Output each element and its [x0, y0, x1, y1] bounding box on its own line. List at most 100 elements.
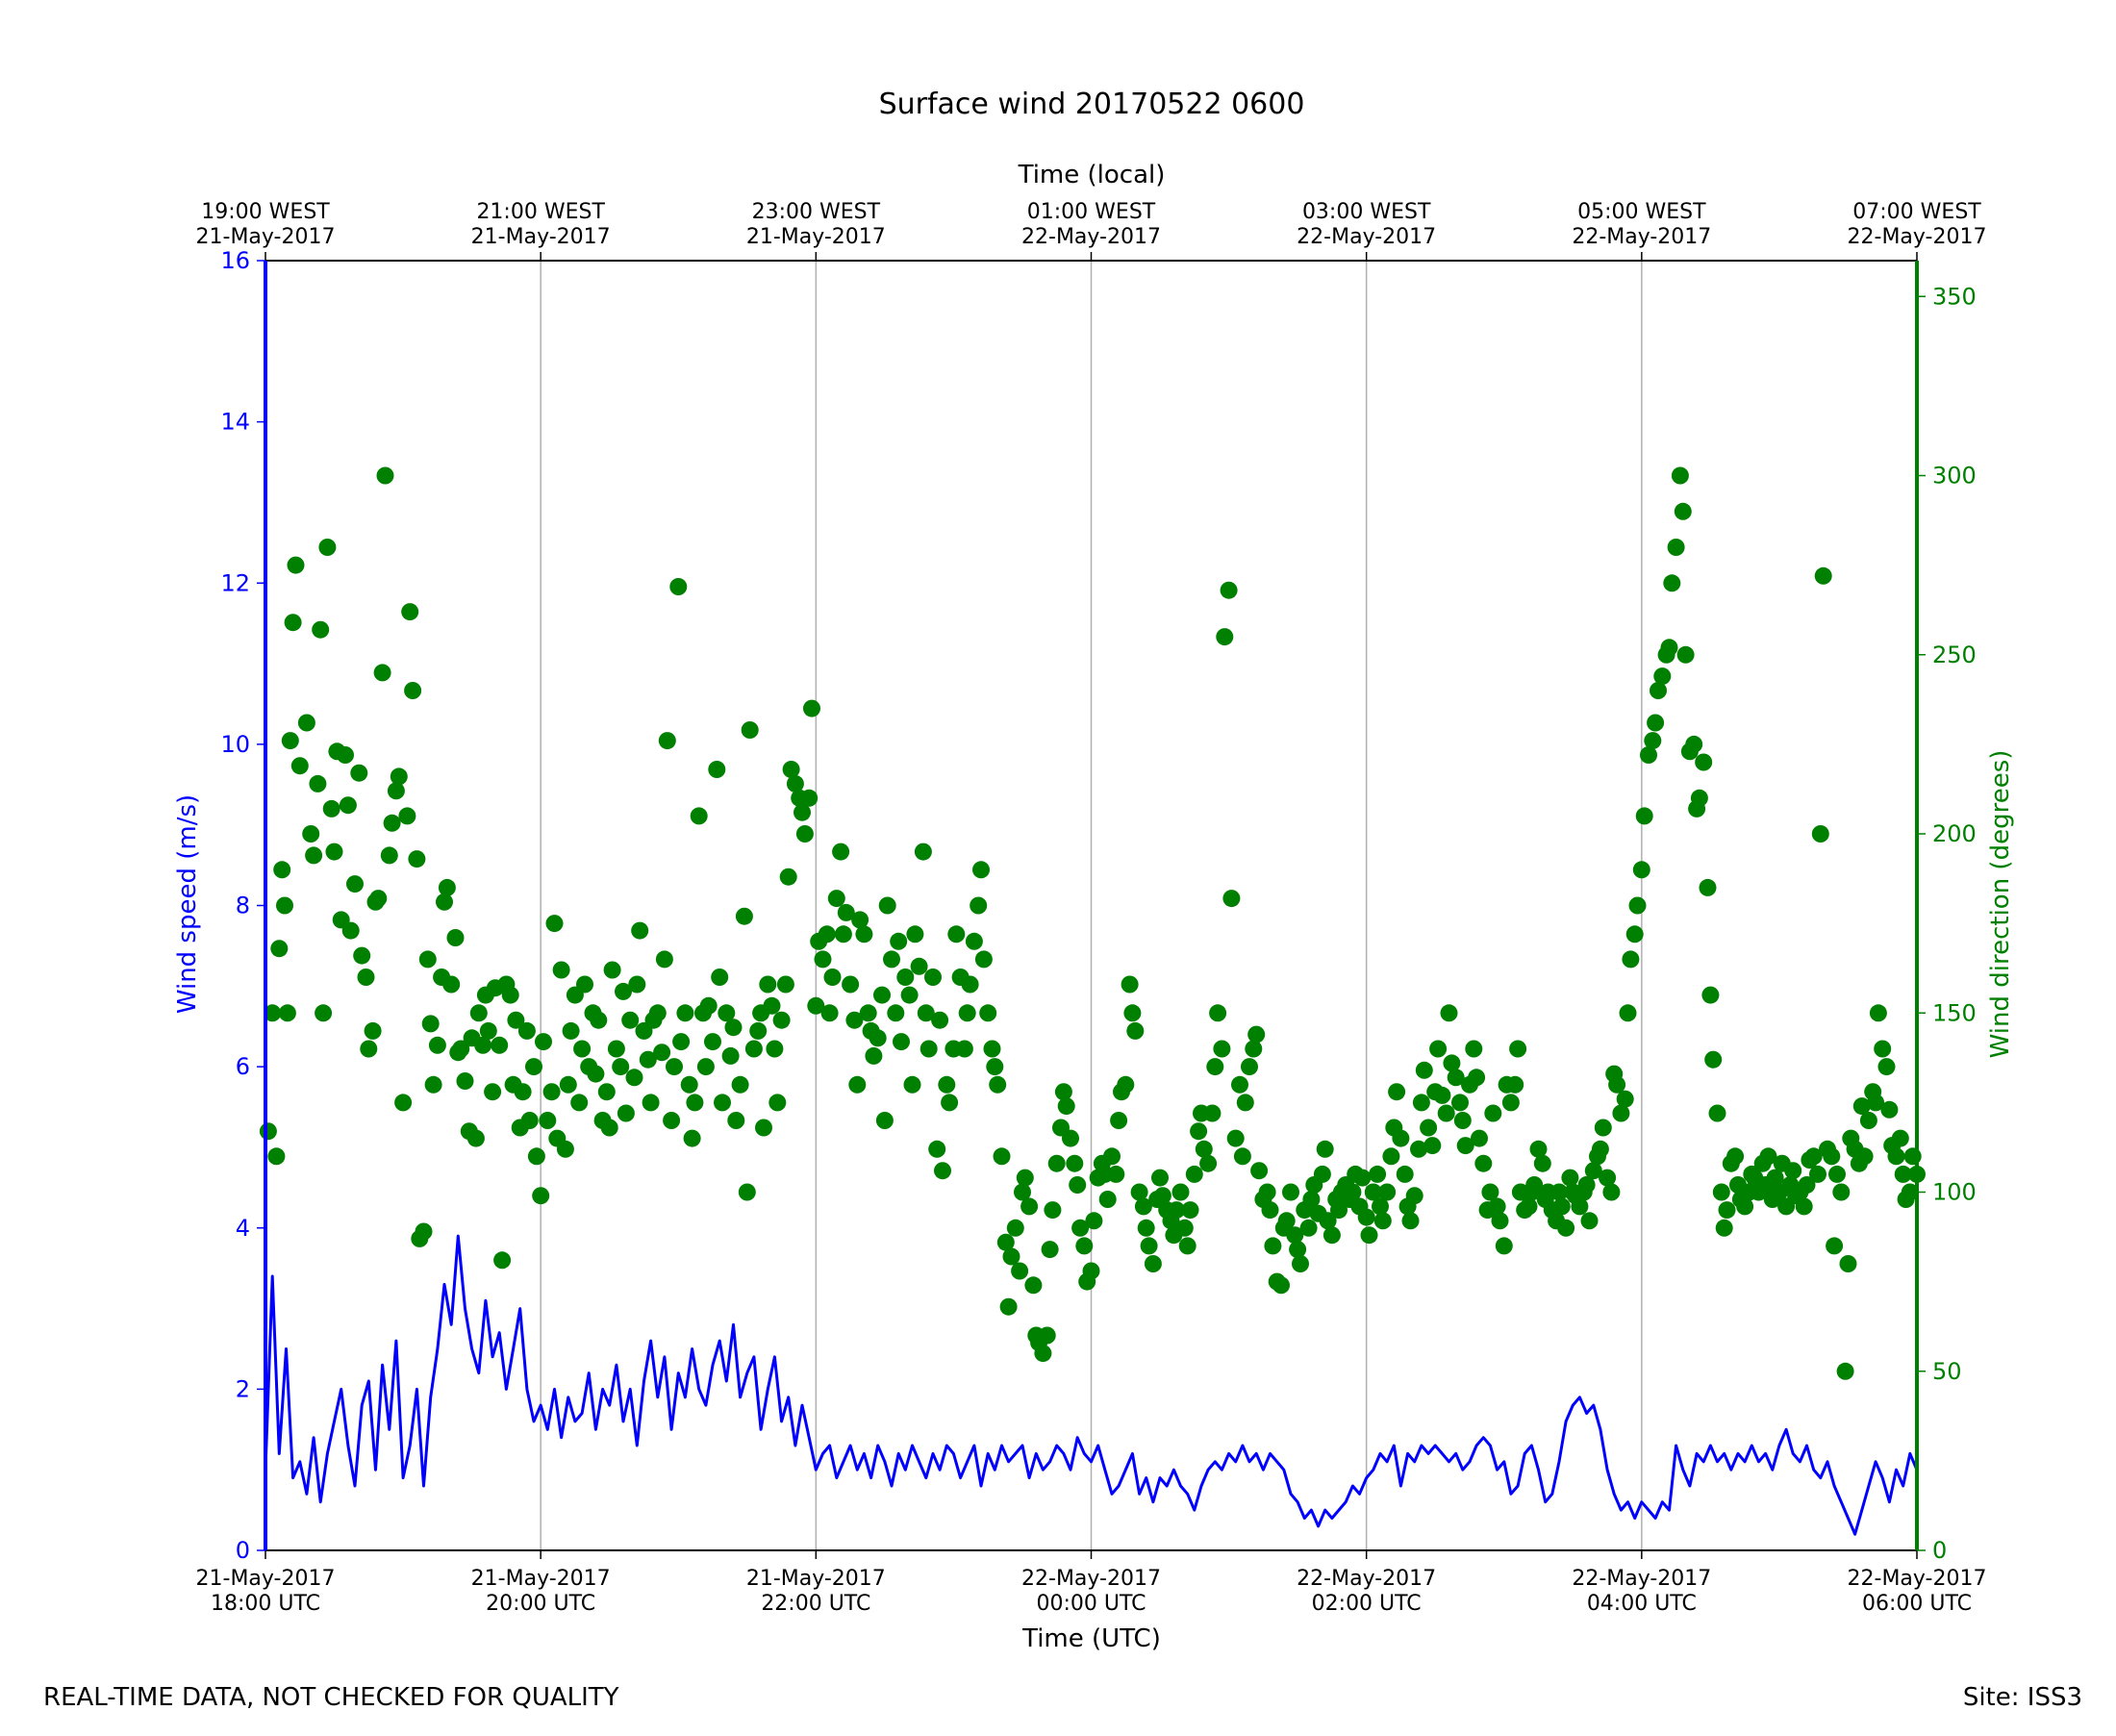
direction-point: [1213, 1040, 1231, 1058]
direction-point: [1071, 1219, 1090, 1237]
direction-point: [807, 996, 825, 1015]
direction-point: [1117, 1075, 1135, 1094]
direction-point: [1640, 746, 1657, 764]
direction-point: [612, 1058, 630, 1076]
direction-point: [1653, 667, 1672, 686]
direction-point: [1451, 1094, 1469, 1112]
direction-point: [1195, 1140, 1213, 1158]
direction-point: [1635, 807, 1653, 825]
direction-point: [1708, 1104, 1726, 1122]
direction-point: [1168, 1201, 1186, 1220]
direction-point: [1429, 1040, 1448, 1058]
right-tick-label: 200: [1932, 820, 1977, 847]
direction-point: [404, 682, 422, 699]
top-tick-date: 21-May-2017: [746, 225, 886, 249]
direction-point: [302, 825, 320, 843]
direction-point: [1313, 1165, 1331, 1183]
direction-point: [1134, 1197, 1152, 1216]
left-tick-label: 10: [220, 731, 250, 758]
direction-point: [1533, 1154, 1551, 1172]
direction-point: [1302, 1191, 1321, 1208]
direction-point: [318, 539, 337, 556]
direction-point: [1272, 1276, 1290, 1295]
direction-point: [883, 950, 900, 969]
direction-point: [545, 915, 564, 933]
direction-point: [1121, 975, 1139, 994]
direction-point: [1887, 1147, 1905, 1166]
direction-point: [658, 732, 676, 750]
direction-point: [1901, 1183, 1919, 1201]
left-tick-label: 0: [236, 1537, 250, 1564]
direction-point: [1175, 1219, 1194, 1237]
direction-point: [418, 950, 437, 969]
grid-lines: [540, 261, 1643, 1550]
left-tick-label: 8: [236, 893, 250, 919]
direction-point: [1795, 1197, 1813, 1216]
direction-point: [772, 1011, 791, 1029]
direction-point: [914, 843, 932, 861]
direction-point: [428, 1036, 446, 1054]
direction-point: [1488, 1197, 1506, 1216]
direction-point: [795, 825, 814, 843]
direction-point: [1632, 861, 1650, 879]
direction-point: [264, 1004, 282, 1022]
direction-point: [1826, 1237, 1844, 1255]
direction-point: [1322, 1226, 1341, 1245]
direction-point: [1759, 1147, 1777, 1166]
direction-point: [1034, 1345, 1052, 1363]
direction-point: [1241, 1058, 1258, 1076]
direction-point: [941, 1094, 959, 1112]
direction-point: [1836, 1362, 1854, 1380]
direction-point: [735, 907, 753, 925]
direction-point: [284, 614, 302, 632]
direction-point: [290, 757, 309, 775]
direction-point: [900, 986, 919, 1004]
direction-point: [983, 1040, 1001, 1058]
bottom-tick-date: 22-May-2017: [1297, 1567, 1436, 1591]
direction-point: [999, 1297, 1018, 1316]
direction-point: [552, 961, 570, 979]
direction-point: [353, 946, 371, 965]
direction-point: [989, 1075, 1007, 1094]
bottom-tick-date: 21-May-2017: [196, 1567, 336, 1591]
direction-point: [766, 1040, 784, 1058]
direction-point: [1075, 1237, 1094, 1255]
direction-point: [823, 969, 842, 986]
direction-point: [1433, 1086, 1451, 1104]
bottom-tick-date: 22-May-2017: [1021, 1567, 1161, 1591]
direction-point: [1647, 714, 1665, 732]
direction-point: [312, 620, 330, 639]
direction-point: [890, 932, 908, 950]
direction-point: [1855, 1147, 1874, 1166]
direction-point: [690, 807, 708, 825]
direction-point: [731, 1075, 749, 1094]
direction-point: [1468, 1069, 1486, 1087]
direction-point: [576, 975, 593, 994]
direction-point: [704, 1033, 721, 1051]
direction-point: [683, 1129, 701, 1147]
direction-point: [1420, 1119, 1438, 1137]
direction-point: [1264, 1237, 1282, 1255]
direction-point: [446, 929, 465, 946]
bottom-tick-time: 00:00 UTC: [1036, 1592, 1146, 1616]
direction-point: [818, 925, 836, 943]
direction-point: [590, 1011, 608, 1029]
direction-point: [1357, 1208, 1375, 1226]
direction-point: [1057, 1097, 1075, 1116]
direction-point: [1663, 574, 1681, 592]
direction-point: [1130, 1183, 1148, 1201]
bottom-tick-date: 22-May-2017: [1848, 1567, 1987, 1591]
direction-point: [1660, 639, 1678, 657]
left-tick-label: 14: [220, 409, 250, 436]
direction-point: [376, 466, 394, 485]
direction-point: [625, 1069, 643, 1087]
direction-point: [855, 925, 873, 943]
direction-point: [507, 1011, 525, 1029]
direction-point: [1247, 1025, 1266, 1044]
direction-point: [1453, 1112, 1472, 1129]
direction-point: [442, 975, 461, 994]
direction-point: [1261, 1201, 1279, 1220]
direction-point: [1828, 1165, 1846, 1183]
